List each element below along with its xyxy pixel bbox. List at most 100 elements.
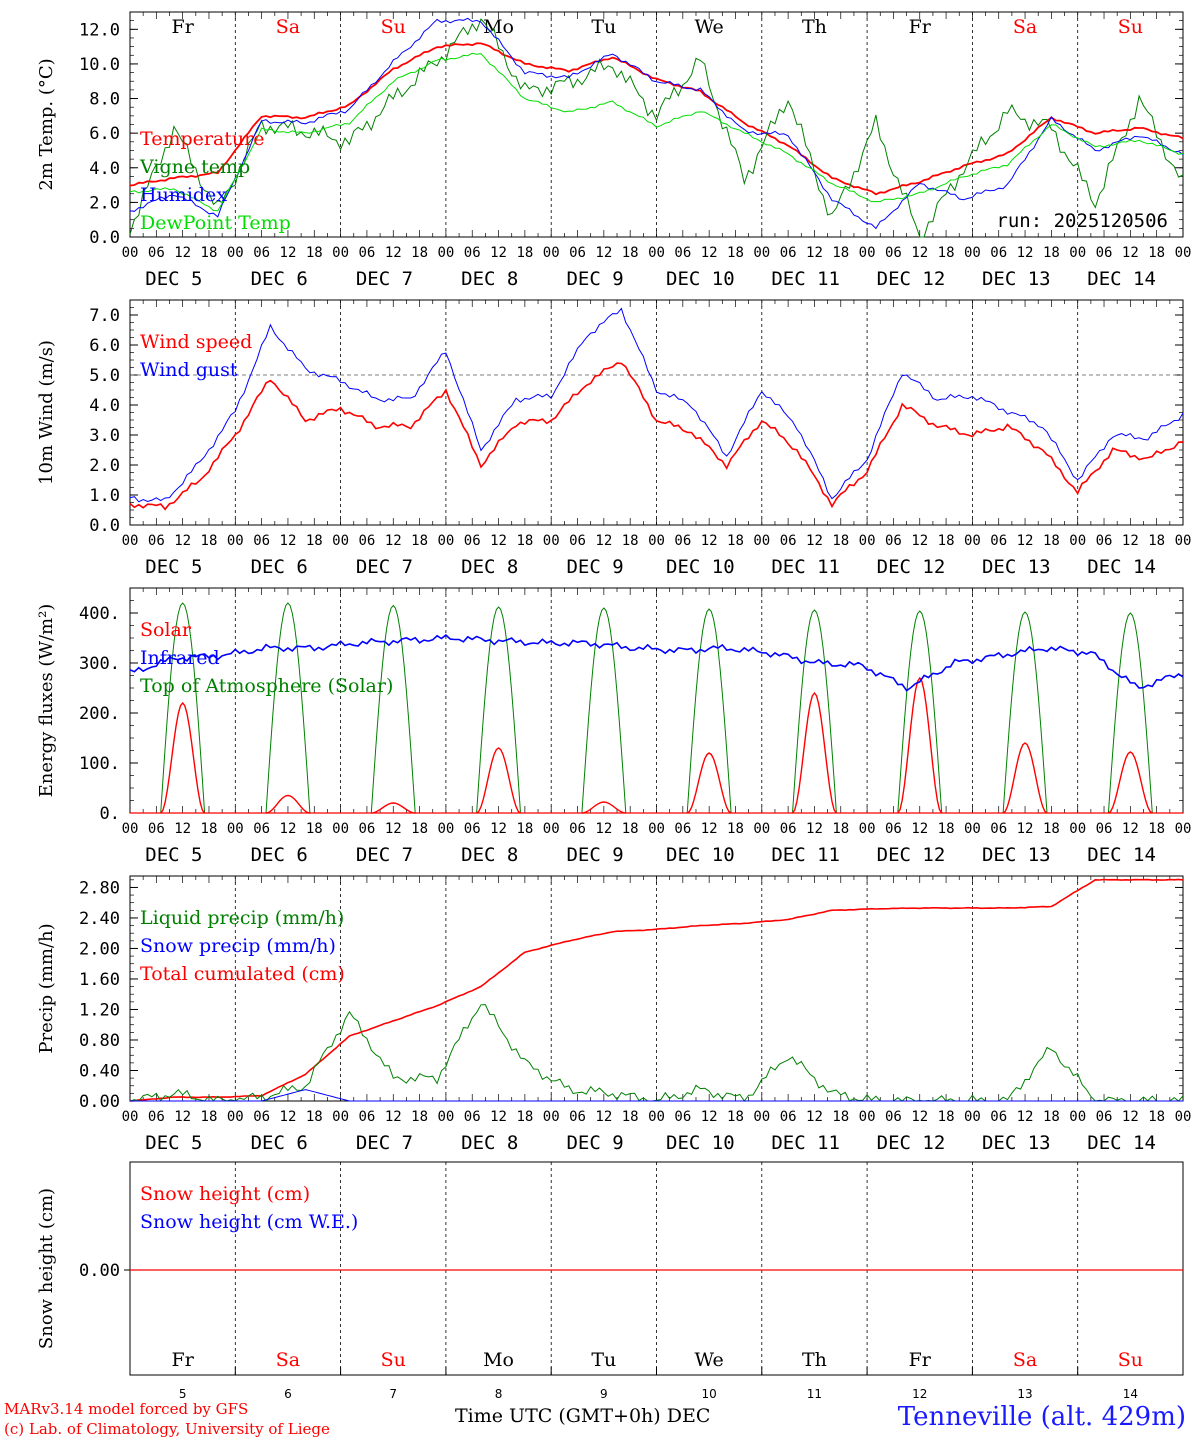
x-axis-month: DEC: [666, 1405, 711, 1427]
y-tick-label: 4.0: [89, 396, 120, 416]
x-hour-label: 00: [437, 245, 454, 261]
x-hour-label: 06: [148, 821, 165, 837]
x-hour-label: 06: [780, 245, 797, 261]
toa-solar-curve: [889, 610, 951, 814]
day-label: Su: [1118, 1349, 1143, 1371]
x-hour-label: 00: [437, 533, 454, 549]
y-tick-label: 2.0: [89, 193, 120, 213]
day-label: Su: [381, 1349, 406, 1371]
x-hour-label: 00: [1175, 1109, 1192, 1125]
x-hour-label: 12: [490, 245, 507, 261]
x-hour-label: 18: [622, 1109, 639, 1125]
x-date-label: DEC 5: [145, 1132, 202, 1154]
y-tick-label: 0.80: [79, 1031, 120, 1051]
x-date-label: DEC 7: [356, 1132, 413, 1154]
solar-curve: [371, 802, 416, 814]
x-date-label: DEC 11: [771, 556, 840, 578]
x-date-label: DEC 12: [877, 1132, 946, 1154]
x-hour-label: 00: [332, 245, 349, 261]
day-number-label: 8: [495, 1387, 503, 1401]
x-hour-label: 18: [727, 533, 744, 549]
day-label: Mo: [483, 16, 514, 38]
day-label: Tu: [591, 16, 616, 38]
x-hour-label: 06: [885, 533, 902, 549]
y-tick-label: 8.0: [89, 90, 120, 110]
x-date-label: DEC 7: [356, 844, 413, 866]
day-number-label: 12: [912, 1387, 927, 1401]
x-hour-label: 18: [938, 533, 955, 549]
legend-entry: Snow precip (mm/h): [140, 935, 336, 957]
x-date-label: DEC 11: [771, 844, 840, 866]
x-date-label: DEC 6: [251, 556, 308, 578]
x-hour-label: 00: [227, 1109, 244, 1125]
y-tick-label: 400.: [79, 604, 120, 624]
x-hour-label: 00: [648, 245, 665, 261]
y-tick-label: 300.: [79, 654, 120, 674]
legend-entry: Snow height (cm W.E.): [140, 1211, 358, 1233]
x-hour-label: 06: [253, 1109, 270, 1125]
solar-curve: [897, 676, 943, 814]
x-hour-label: 00: [1175, 821, 1192, 837]
x-hour-label: 00: [1069, 821, 1086, 837]
x-hour-label: 06: [148, 1109, 165, 1125]
y-axis-label: 2m Temp. (°C): [36, 58, 57, 190]
x-hour-label: 00: [332, 821, 349, 837]
y-tick-label: 7.0: [89, 306, 120, 326]
solar-curve: [686, 752, 732, 814]
series-line: [129, 42, 1184, 196]
day-label: Fr: [172, 16, 195, 38]
x-date-label: DEC 10: [666, 1132, 735, 1154]
x-date-label: DEC 6: [251, 268, 308, 290]
legend-entry: Wind gust: [140, 359, 238, 381]
x-hour-label: 12: [701, 533, 718, 549]
toa-solar-curve: [151, 602, 214, 814]
x-hour-label: 12: [490, 533, 507, 549]
day-number-label: 6: [284, 1387, 292, 1401]
x-hour-label: 12: [385, 533, 402, 549]
series-line: [129, 1004, 1184, 1102]
x-hour-label: 00: [964, 533, 981, 549]
day-label: We: [695, 16, 724, 38]
x-hour-label: 12: [911, 245, 928, 261]
x-hour-label: 18: [516, 245, 533, 261]
x-hour-label: 06: [358, 1109, 375, 1125]
x-hour-label: 00: [859, 1109, 876, 1125]
y-tick-label: 0.00: [79, 1261, 120, 1281]
day-number-label: 9: [600, 1387, 608, 1401]
x-hour-label: 12: [174, 533, 191, 549]
y-tick-label: 1.20: [79, 1000, 120, 1020]
x-hour-label: 12: [806, 821, 823, 837]
x-hour-label: 00: [227, 821, 244, 837]
y-tick-label: 0.: [100, 804, 120, 824]
x-hour-label: 18: [1043, 245, 1060, 261]
x-hour-label: 18: [516, 533, 533, 549]
x-hour-label: 12: [280, 1109, 297, 1125]
model-credit: MARv3.14 model forced by GFS: [4, 1400, 249, 1418]
x-date-label: DEC 7: [356, 268, 413, 290]
y-tick-label: 4.0: [89, 159, 120, 179]
x-hour-label: 06: [1096, 245, 1113, 261]
x-hour-label: 00: [859, 533, 876, 549]
x-hour-label: 06: [464, 821, 481, 837]
x-hour-label: 12: [1122, 245, 1139, 261]
series-line: [129, 362, 1184, 511]
x-date-label: DEC 5: [145, 556, 202, 578]
x-hour-label: 06: [780, 1109, 797, 1125]
x-hour-label: 06: [464, 1109, 481, 1125]
x-hour-label: 00: [964, 245, 981, 261]
station-title: Tenneville (alt. 429m): [897, 1402, 1186, 1432]
x-hour-label: 06: [253, 533, 270, 549]
legend-entry: Solar: [140, 619, 192, 641]
x-hour-label: 12: [806, 245, 823, 261]
x-hour-label: 00: [859, 245, 876, 261]
x-hour-label: 18: [306, 245, 323, 261]
x-hour-label: 18: [727, 1109, 744, 1125]
x-hour-label: 12: [280, 821, 297, 837]
x-hour-label: 18: [622, 821, 639, 837]
x-date-label: DEC 13: [982, 844, 1051, 866]
x-hour-label: 00: [964, 821, 981, 837]
x-hour-label: 18: [622, 533, 639, 549]
x-hour-label: 18: [516, 1109, 533, 1125]
day-number-label: 11: [807, 1387, 822, 1401]
x-date-label: DEC 8: [461, 844, 518, 866]
